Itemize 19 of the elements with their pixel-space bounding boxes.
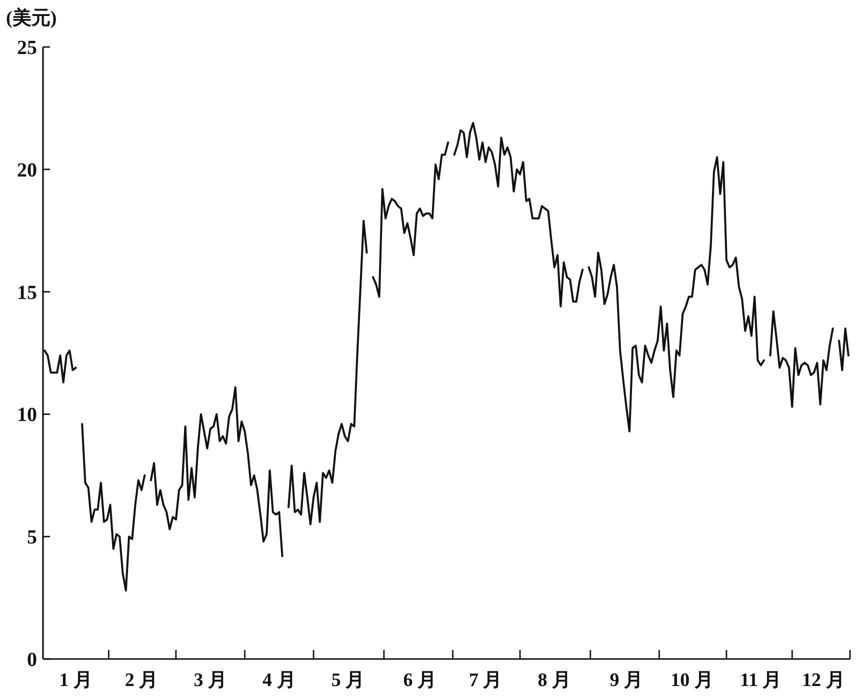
y-tick-label: 15 (17, 282, 37, 304)
x-tick-label: 5 月 (331, 670, 365, 691)
x-tick-label: 4 月 (262, 670, 296, 691)
x-tick-label: 10 月 (670, 670, 714, 691)
y-axis-title: (美元) (6, 7, 57, 29)
x-tick-label: 6 月 (403, 670, 437, 691)
x-tick-label: 7 月 (468, 670, 502, 691)
y-tick-label: 5 (27, 526, 37, 549)
x-tick-label: 3 月 (194, 670, 227, 691)
y-tick-label: 20 (17, 159, 37, 182)
x-tick-label: 11 月 (740, 670, 782, 691)
x-tick-label: 2 月 (124, 670, 158, 691)
x-tick-label: 8 月 (538, 670, 572, 691)
y-tick-label: 0 (27, 649, 37, 671)
y-tick-label: 10 (17, 404, 37, 426)
x-tick-label: 9 月 (610, 670, 643, 691)
x-tick-label: 12 月 (802, 670, 845, 691)
x-tick-label: 1 月 (59, 670, 92, 691)
y-tick-label: 25 (17, 37, 37, 59)
